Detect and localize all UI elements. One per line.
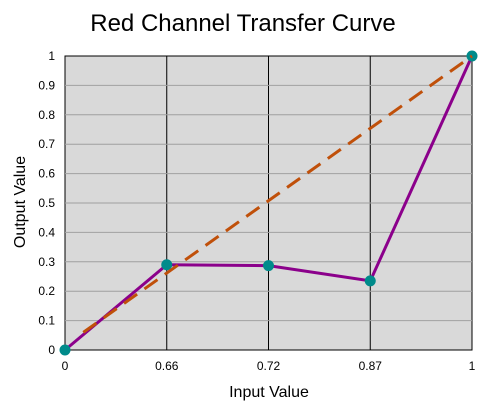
y-tick-label: 0.8	[38, 108, 55, 122]
curve-control-point[interactable]	[59, 344, 71, 356]
tick-layer: 0 0.66 0.72 0.87 1 0 0.1 0.2 0.3 0.4 0.5 0.6 0.7 0.8 0…	[38, 49, 475, 373]
x-axis-label: Input Value	[229, 384, 309, 401]
y-tick-label: 0.3	[38, 255, 55, 269]
curve-control-point[interactable]	[263, 260, 274, 272]
series-layer	[59, 50, 478, 356]
chart-title: Red Channel Transfer Curve	[90, 10, 395, 37]
x-tick-label: 0.87	[359, 359, 383, 373]
curve-control-point[interactable]	[364, 275, 376, 287]
x-tick-label: 0	[62, 359, 69, 373]
y-tick-label: 0.6	[38, 167, 55, 181]
y-tick-label: 1	[48, 49, 55, 63]
y-tick-label: 0.1	[38, 314, 55, 328]
x-tick-label: 0.72	[257, 359, 281, 373]
y-tick-label: 0.9	[38, 78, 55, 92]
y-tick-label: 0.2	[38, 284, 55, 298]
x-tick-label: 0.66	[155, 359, 179, 373]
y-tick-label: 0	[48, 343, 55, 357]
y-tick-label: 0.5	[38, 196, 55, 210]
reference-line	[82, 54, 473, 334]
y-axis-label: Output Value	[12, 156, 29, 248]
y-tick-label: 0.4	[38, 225, 55, 239]
grid-layer	[65, 56, 472, 350]
curve-control-point[interactable]	[161, 259, 173, 271]
y-tick-label: 0.7	[38, 137, 55, 151]
x-tick-label: 1	[469, 359, 476, 373]
